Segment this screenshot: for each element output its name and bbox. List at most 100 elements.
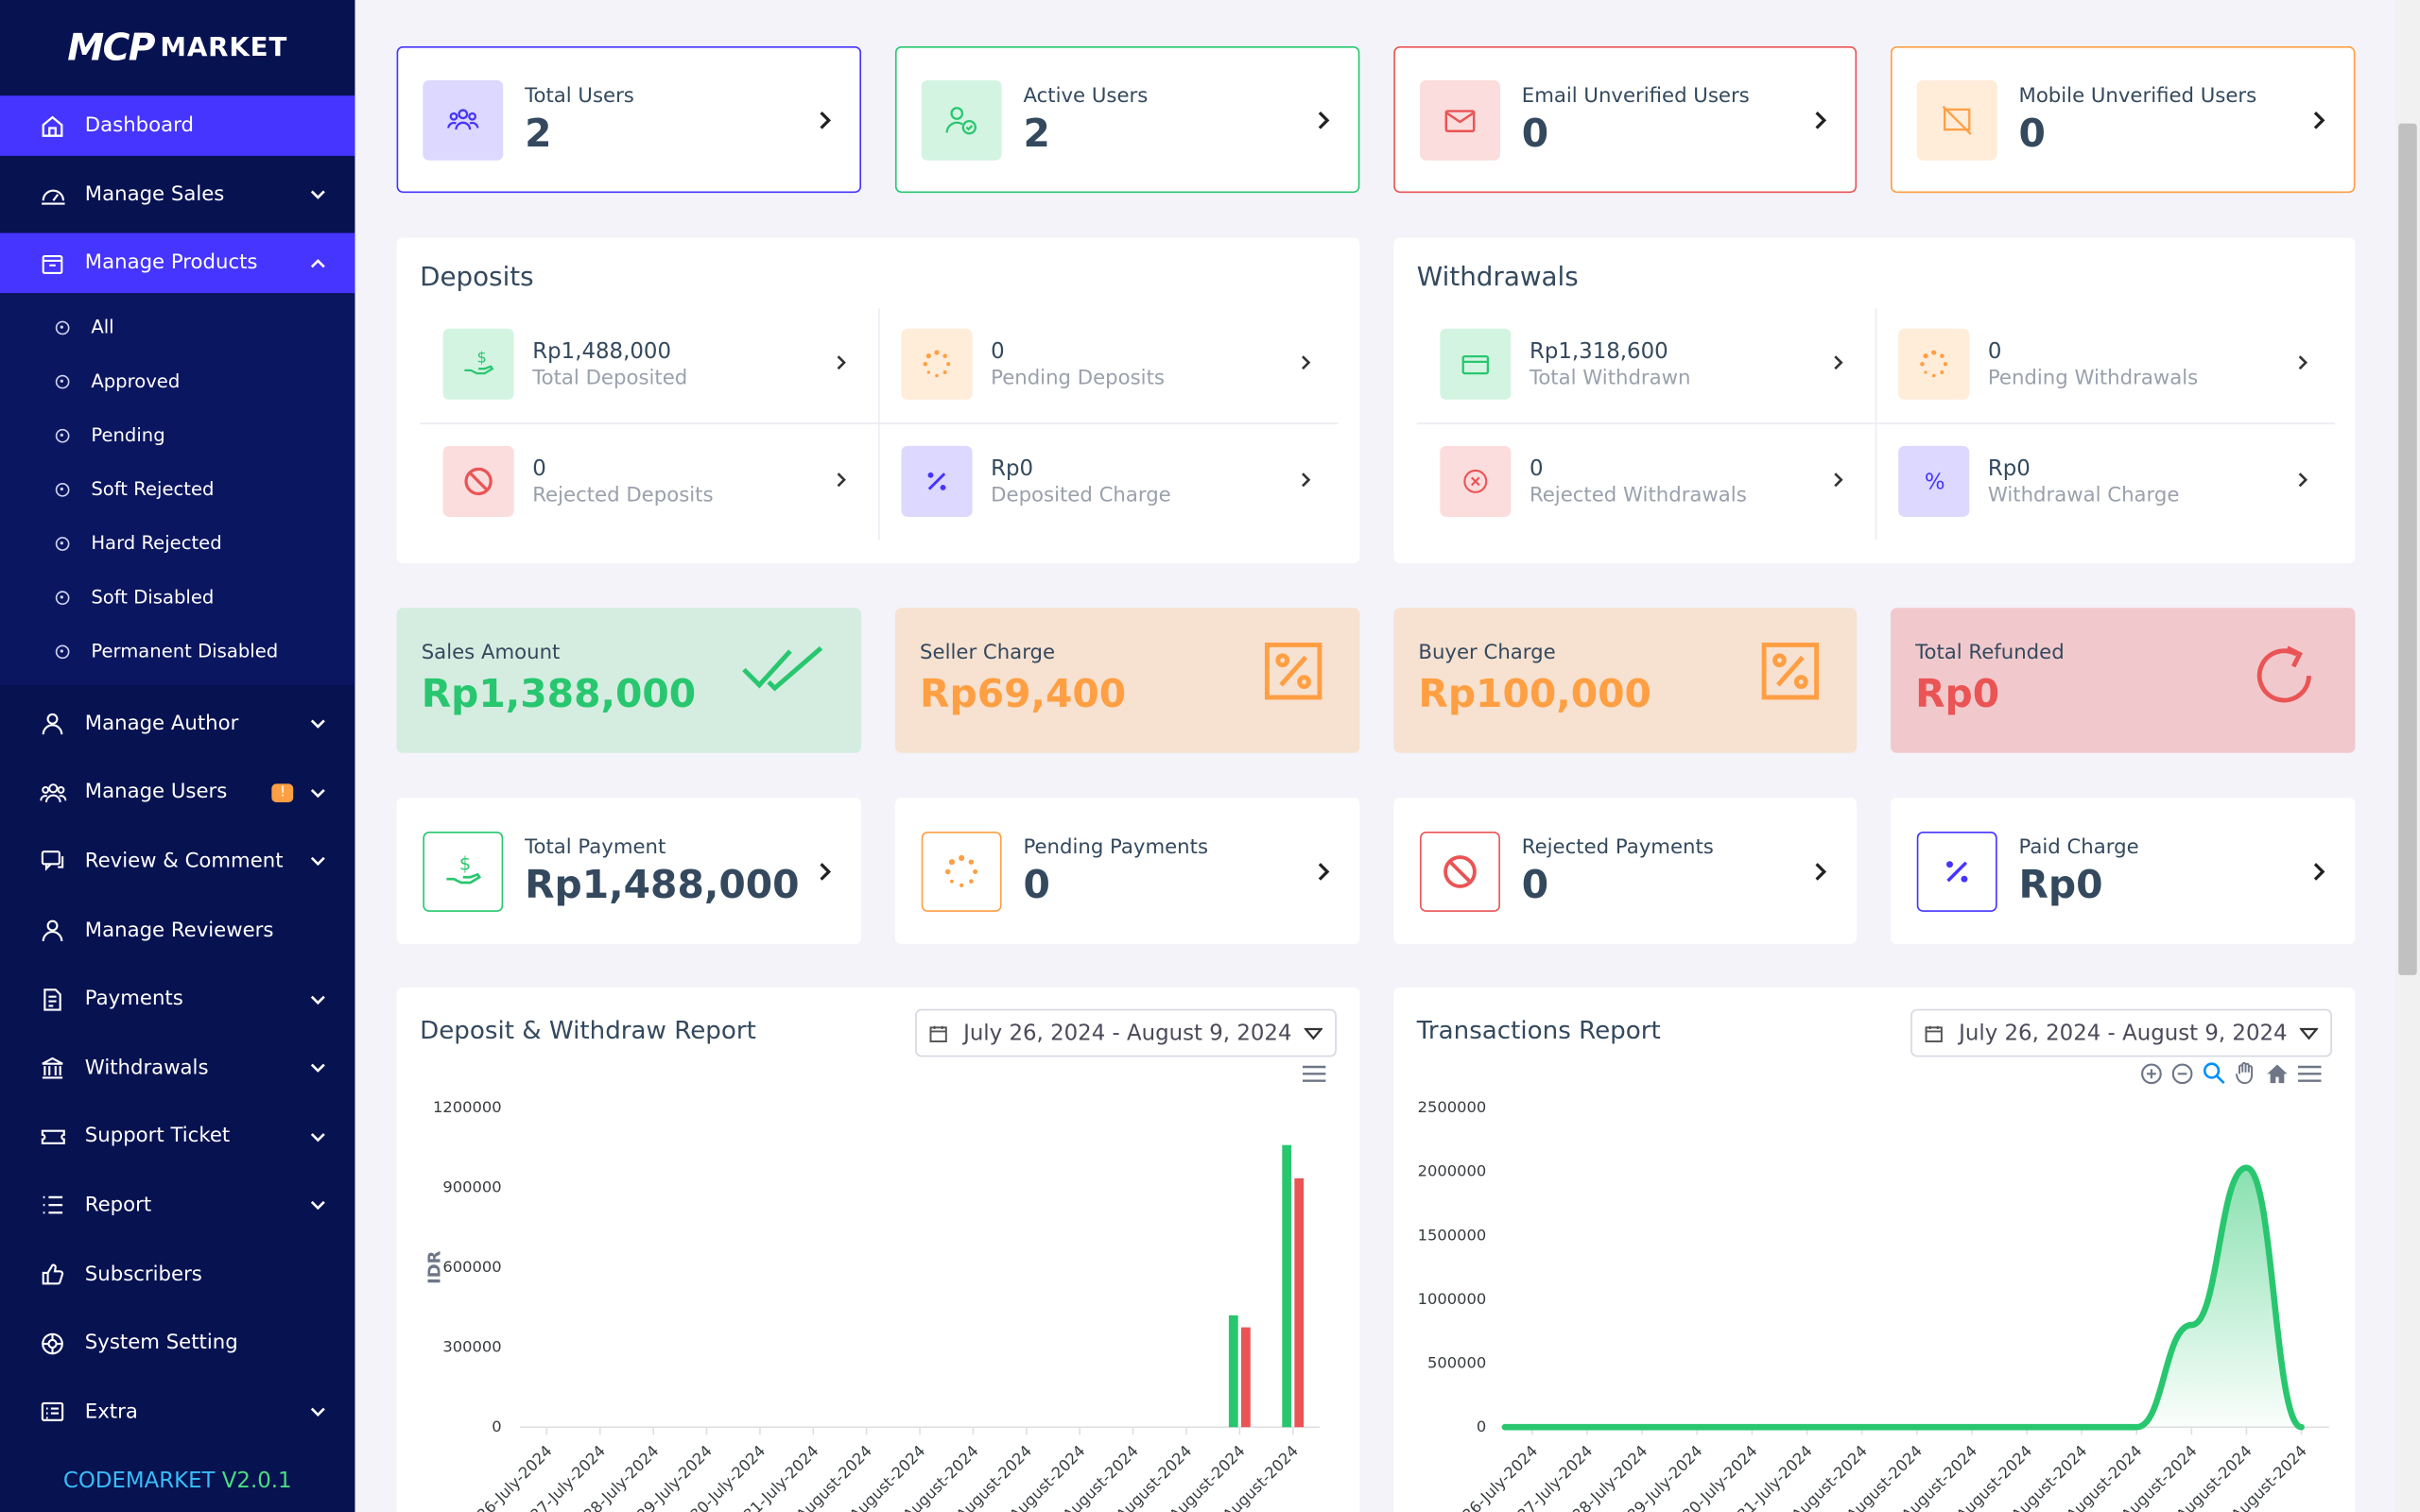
zoom-select-icon[interactable] <box>2203 1061 2225 1085</box>
chevron-right-icon[interactable] <box>832 471 851 490</box>
products-icon <box>39 249 66 277</box>
chevron-right-icon[interactable] <box>1312 109 1334 130</box>
author-icon <box>39 710 66 737</box>
date-range-picker[interactable]: July 26, 2024 - August 9, 2024 <box>1910 1008 2332 1057</box>
sidebar-item-manage-reviewers[interactable]: Manage Reviewers <box>0 901 355 961</box>
widget-mobile-unverified[interactable]: Mobile Unverified Users 0 <box>1890 45 2356 194</box>
cell-value: Rp1,488,000 <box>532 338 671 364</box>
cell-label: Total Deposited <box>532 366 688 390</box>
chart-title: Deposit & Withdraw Report <box>420 1015 756 1045</box>
cell-label: Deposited Charge <box>991 483 1171 507</box>
submenu-item-hard-rejected[interactable]: Hard Rejected <box>0 517 355 571</box>
widget-pending-payments[interactable]: Pending Payments 0 <box>894 798 1360 945</box>
sidebar-item-manage-author[interactable]: Manage Author <box>0 694 355 754</box>
chevron-right-icon[interactable] <box>813 860 835 882</box>
withdraw-pending[interactable]: 0 Pending Withdrawals <box>1898 328 2337 400</box>
chevron-right-icon[interactable] <box>1312 860 1334 882</box>
sidebar-item-manage-users[interactable]: Manage Users ! <box>0 763 355 823</box>
sidebar-item-label: Manage Users <box>84 781 228 805</box>
widget-total-payment[interactable]: $ Total Payment Rp1,488,000 <box>396 798 862 945</box>
date-range-picker[interactable]: July 26, 2024 - August 9, 2024 <box>915 1008 1337 1057</box>
ban-icon <box>1420 831 1500 912</box>
cell-value: Rp0 <box>1987 455 2031 481</box>
menu-icon[interactable] <box>2298 1064 2322 1083</box>
stat-label: Sales Amount <box>421 642 561 665</box>
extra-icon <box>39 1399 66 1426</box>
chevron-right-icon[interactable] <box>1296 353 1315 372</box>
y-tick-label: 0 <box>492 1418 501 1435</box>
deposit-rejected[interactable]: 0 Rejected Deposits <box>442 445 875 517</box>
calendar-icon <box>929 1024 948 1042</box>
deposit-total[interactable]: $ Rp1,488,000 Total Deposited <box>442 328 875 400</box>
caret-down-icon <box>2299 1027 2319 1040</box>
submenu-item-approved[interactable]: Approved <box>0 354 355 408</box>
widget-active-users[interactable]: Active Users 2 <box>894 45 1360 194</box>
sidebar-item-manage-products[interactable]: Manage Products <box>0 232 355 294</box>
chevron-right-icon[interactable] <box>1808 860 1830 882</box>
withdraw-rejected[interactable]: 0 Rejected Withdrawals <box>1440 445 1872 517</box>
withdraw-charge[interactable]: % Rp0 Withdrawal Charge <box>1898 445 2337 517</box>
cell-label: Rejected Withdrawals <box>1529 483 1747 507</box>
y-tick-label: 2000000 <box>1418 1162 1487 1180</box>
submenu-item-permanent-disabled[interactable]: Permanent Disabled <box>0 625 355 679</box>
sidebar-item-label: Manage Author <box>84 712 239 736</box>
sidebar-item-label: Support Ticket <box>84 1125 231 1149</box>
bar <box>1282 1144 1292 1428</box>
sidebar-item-subscribers[interactable]: Subscribers <box>0 1245 355 1305</box>
logo[interactable]: MCP MARKET <box>0 0 355 95</box>
widget-value: 2 <box>525 110 552 156</box>
chevron-right-icon[interactable] <box>832 353 851 372</box>
submenu-item-soft-rejected[interactable]: Soft Rejected <box>0 462 355 516</box>
ban-icon <box>442 445 514 517</box>
widget-total-users[interactable]: Total Users 2 <box>396 45 862 194</box>
chevron-right-icon[interactable] <box>2293 353 2312 372</box>
submenu-item-all[interactable]: All <box>0 301 355 354</box>
zoom-out-icon[interactable] <box>2171 1062 2193 1084</box>
chevron-down-icon <box>310 1064 325 1074</box>
menu-icon[interactable] <box>1302 1065 1326 1084</box>
chevron-right-icon[interactable] <box>1296 471 1315 490</box>
chevron-down-icon <box>310 857 325 867</box>
submenu-label: Soft Disabled <box>91 586 215 609</box>
hand-money-icon: $ <box>423 831 504 912</box>
sidebar-item-withdrawals[interactable]: Withdrawals <box>0 1038 355 1098</box>
withdraw-total[interactable]: Rp1,318,600 Total Withdrawn <box>1440 328 1872 400</box>
page-scrollbar[interactable] <box>2394 0 2420 1512</box>
sidebar-item-support-ticket[interactable]: Support Ticket <box>0 1107 355 1167</box>
scrollbar-thumb[interactable] <box>2398 123 2417 975</box>
sidebar-item-payments[interactable]: Payments <box>0 970 355 1030</box>
hand-money-icon: $ <box>442 328 514 400</box>
chevron-right-icon[interactable] <box>2308 109 2329 130</box>
zoom-in-icon[interactable] <box>2140 1062 2162 1084</box>
pan-hand-icon[interactable] <box>2235 1061 2256 1085</box>
deposit-pending[interactable]: 0 Pending Deposits <box>901 328 1340 400</box>
sidebar-item-manage-sales[interactable]: Manage Sales <box>0 164 355 225</box>
sidebar-item-dashboard[interactable]: Dashboard <box>0 95 355 156</box>
chevron-right-icon[interactable] <box>1829 353 1848 372</box>
y-tick-label: 500000 <box>1427 1354 1486 1372</box>
sidebar-item-report[interactable]: Report <box>0 1176 355 1236</box>
dot-icon <box>55 482 70 497</box>
sidebar-item-system-setting[interactable]: System Setting <box>0 1314 355 1374</box>
submenu-item-soft-disabled[interactable]: Soft Disabled <box>0 571 355 625</box>
chevron-right-icon[interactable] <box>813 109 835 130</box>
widget-paid-charge[interactable]: Paid Charge Rp0 <box>1890 798 2356 945</box>
chevron-down-icon <box>310 1408 325 1418</box>
sidebar-item-extra[interactable]: Extra <box>0 1382 355 1442</box>
chevron-right-icon[interactable] <box>1829 471 1848 490</box>
withdrawals-card: Withdrawals Rp1,318,600 Total Withdrawn 0… <box>1393 237 2356 563</box>
home-reset-icon[interactable] <box>2266 1062 2289 1084</box>
chevron-right-icon[interactable] <box>1808 109 1830 130</box>
chevron-right-icon[interactable] <box>2308 860 2329 882</box>
cell-label: Pending Withdrawals <box>1987 366 2199 390</box>
svg-text:$: $ <box>476 349 486 367</box>
deposit-charge[interactable]: Rp0 Deposited Charge <box>901 445 1340 517</box>
widget-rejected-payments[interactable]: Rejected Payments 0 <box>1393 798 1858 945</box>
chevron-right-icon[interactable] <box>2293 471 2312 490</box>
submenu-item-pending[interactable]: Pending <box>0 408 355 462</box>
widget-label: Paid Charge <box>2018 835 2139 859</box>
widget-email-unverified[interactable]: Email Unverified Users 0 <box>1393 45 1858 194</box>
sidebar-item-review-comment[interactable]: Review & Comment <box>0 832 355 892</box>
logo-mark: MCP <box>67 26 155 70</box>
ticket-icon <box>39 1123 66 1150</box>
